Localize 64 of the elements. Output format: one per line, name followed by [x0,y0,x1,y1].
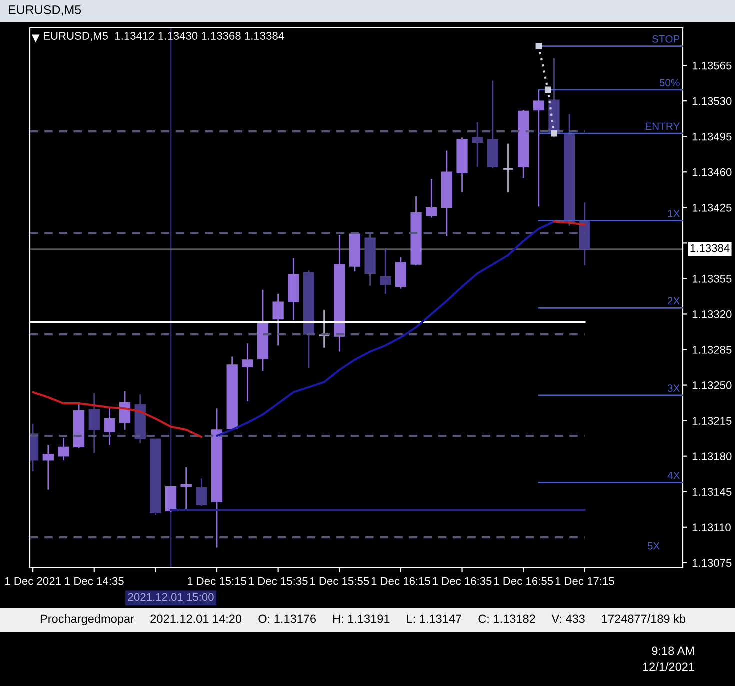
y-tick-label: 1.13215 [692,417,732,425]
candlestick [180,466,192,510]
x-tick-label: 1 Dec 16:55 [494,577,554,586]
series-label: ENTRY [646,122,680,130]
chart-subtitle: EURUSD,M5 1.13412 1.13430 1.13368 1.13384 [44,32,284,42]
text: C: 1.13182 [478,614,536,624]
annotation: 5X [648,542,660,550]
text: 1724877/189 kb [602,614,686,624]
y-tick-label: 1.13285 [692,346,732,354]
candlestick [502,143,514,194]
candlestick [318,309,330,348]
text: 9:18 AM [652,646,694,656]
candlestick [196,478,208,507]
point [544,86,552,94]
series-label: STOP [652,35,680,43]
text: 12/1/2021 [643,662,694,672]
candlestick [426,178,438,219]
x-tick-label: 1 Dec 15:15 [188,577,247,586]
y-tick-label: 1.13495 [692,132,732,141]
candlestick [104,408,116,446]
series-label: 50% [660,79,680,86]
y-tick-label: 1.13565 [692,62,732,70]
text: V: 433 [552,614,585,624]
x-tick-label: 1 Dec 14:35 [65,577,124,586]
line-series [216,220,556,438]
y-tick-label: 1.13460 [692,168,732,176]
x-tick-label: 1 Dec 15:55 [310,577,370,586]
series-label: 3X [668,384,680,392]
y-tick-label: 1.13425 [692,204,732,212]
candlestick [42,444,54,491]
y-tick-label: 1.13180 [692,452,732,460]
text: Prochargedmopar [40,614,134,626]
line-series [32,391,203,438]
y-tick-label: 1.13110 [692,524,731,532]
x-tick-label: 1 Dec 17:15 [556,577,614,586]
series-label: 1X [668,210,680,218]
ref-line-label: 2021.12.01 15:00 [128,593,214,602]
point [551,130,558,137]
ref-line-label: 1.13384 [690,244,730,252]
text: O: 1.13176 [258,614,316,624]
y-tick-label: 1.13320 [692,310,732,318]
y-tick-label: 1.13075 [692,559,732,568]
candlestick [380,248,392,295]
point [536,43,542,50]
y-tick-label: 1.13355 [692,274,732,283]
x-tick-label: 1 Dec 15:35 [249,577,308,586]
y-tick-label: 1.13250 [692,382,732,390]
candlestick [88,392,100,454]
text: H: 1.13191 [333,614,390,624]
chart-title: EURUSD,M5 [9,6,82,16]
y-tick-label: 1.13145 [692,488,732,496]
x-tick-label: 1 Dec 16:35 [433,577,492,586]
candlestick [533,89,544,208]
text: 2021.12.01 14:20 [150,614,242,624]
series-label: 4X [668,472,680,480]
x-tick-label: 1 Dec 16:15 [372,577,430,586]
candlestick [472,122,484,168]
candlestick [58,437,70,462]
text: L: 1.13147 [407,614,462,624]
candlestick [272,293,284,346]
series-label: 2X [668,297,680,305]
candlestick [242,342,254,402]
y-tick-label: 1.13530 [692,97,732,106]
x-tick-label: 1 Dec 2021 [6,577,61,586]
